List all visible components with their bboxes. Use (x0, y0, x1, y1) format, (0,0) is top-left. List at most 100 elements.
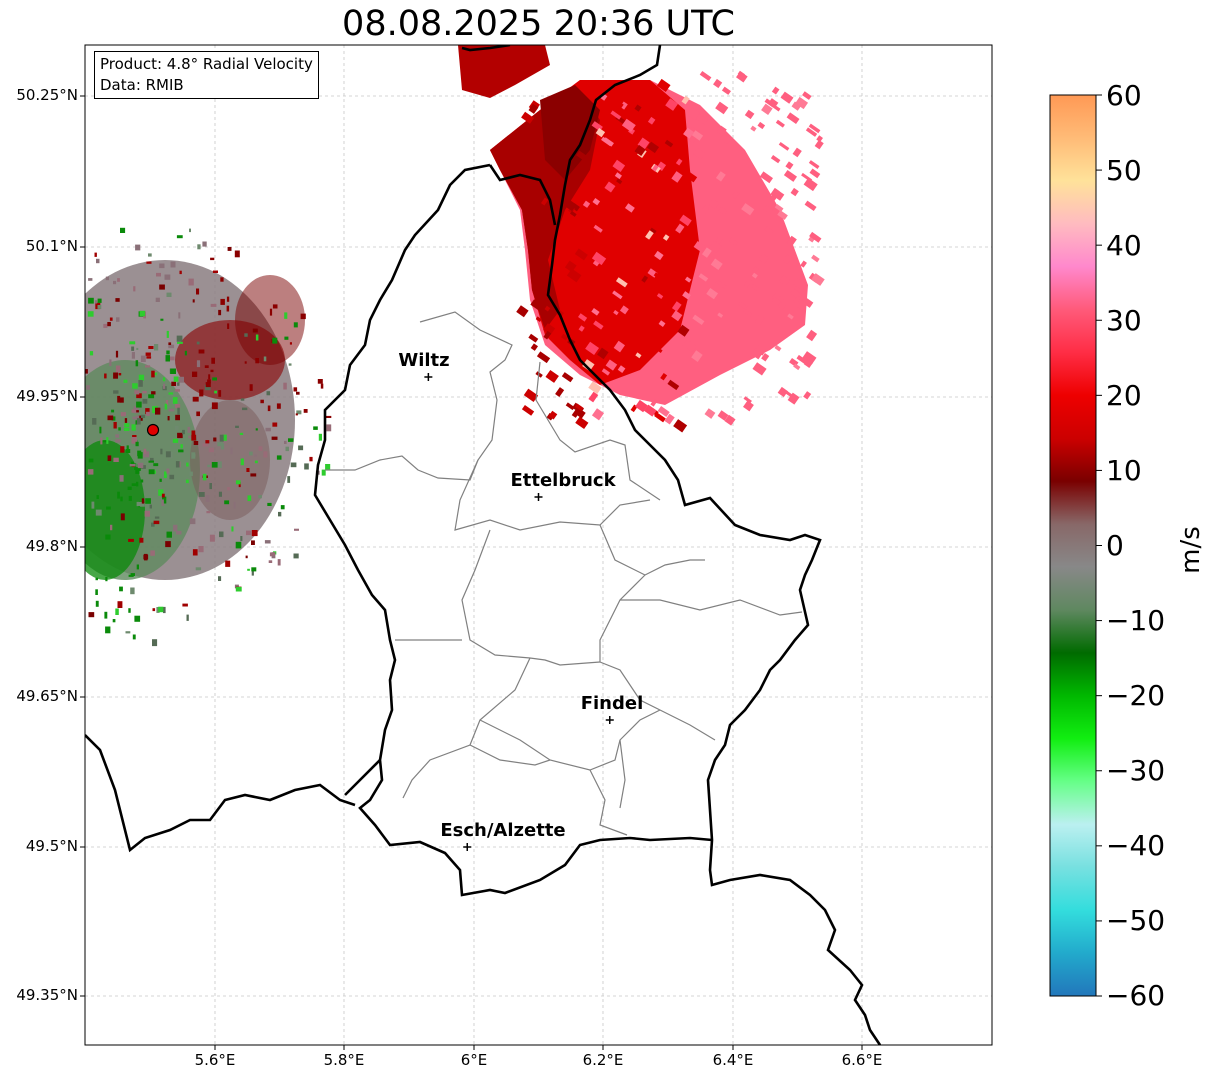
radar-pixel (119, 397, 124, 403)
product-label: Product: 4.8° Radial Velocity (100, 55, 313, 73)
radar-pixel (775, 119, 785, 128)
radar-pixel (613, 340, 625, 353)
radar-pixel (785, 161, 794, 170)
colorbar-tick-label: −50 (1106, 904, 1166, 937)
radar-pixel (127, 486, 132, 490)
radar-pixel (325, 415, 332, 418)
radar-pixel (88, 278, 93, 281)
radar-pixel (272, 337, 278, 344)
radar-pixel (317, 379, 323, 384)
radar-pixel (113, 457, 119, 462)
radar-pixel (213, 437, 217, 442)
radar-pixel (105, 577, 108, 582)
radar-pixel (197, 244, 201, 250)
radar-pixel (86, 385, 90, 390)
radar-pixel (137, 450, 142, 457)
radar-pixel (145, 352, 151, 356)
radar-pixel (235, 541, 242, 549)
radar-pixel (124, 423, 130, 428)
radar-pixel (175, 404, 181, 409)
colorbar-tick-label: −40 (1106, 829, 1166, 862)
radar-pixel (682, 291, 691, 300)
radar-pixel (715, 171, 726, 182)
radar-pixel (284, 440, 287, 444)
radar-pixel (663, 306, 673, 316)
radar-pixel (575, 403, 584, 411)
radar-pixel (616, 178, 623, 185)
radar-pixel (222, 434, 227, 441)
radar-pixel (107, 322, 111, 327)
radar-pixel (800, 296, 814, 308)
radar-pixel (612, 98, 624, 109)
radar-pixel (731, 190, 740, 199)
radar-pixel (113, 372, 118, 379)
radar-pixel (792, 277, 807, 291)
radar-pixel (605, 359, 618, 371)
radar-pixel (131, 437, 137, 444)
radar-pixel (752, 266, 759, 273)
radar-pixel (650, 398, 658, 407)
radar-pixel (246, 530, 252, 536)
radar-pixel (143, 451, 150, 458)
colorbar-tick-label: 50 (1106, 154, 1142, 187)
radar-pixel (151, 370, 155, 378)
radar-pixel (99, 426, 102, 434)
radar-pixel (320, 383, 324, 389)
radar-pixel (774, 203, 784, 212)
radar-pixel (165, 400, 169, 406)
radar-pixel (706, 288, 719, 300)
radar-pixel (132, 383, 138, 389)
radar-pixel (621, 118, 636, 132)
radar-pixel (202, 473, 207, 481)
radar-pixel (751, 272, 758, 279)
radar-pixel (198, 492, 205, 497)
radar-pixel (139, 310, 146, 317)
radar-pixel (145, 498, 151, 504)
radar-pixel (278, 511, 282, 517)
radar-pixel (191, 452, 196, 459)
radar-pixel (137, 462, 144, 469)
radar-pixel (717, 410, 729, 421)
radar-pixel (135, 441, 139, 447)
radar-pixel (691, 130, 704, 141)
lat-tick-label: 49.65°N (16, 687, 78, 705)
radar-pixel (250, 473, 257, 477)
radar-pixel (686, 107, 700, 121)
radar-pixel (136, 401, 142, 408)
radar-pixel (811, 273, 825, 286)
radar-pixel (165, 541, 171, 548)
radar-pixel (192, 396, 199, 402)
radar-pixel (211, 402, 218, 410)
radar-pixel (284, 312, 288, 319)
radar-pixel (158, 606, 164, 613)
radar-pixel (643, 404, 657, 417)
city-marker (424, 373, 433, 381)
radar-pixel (140, 479, 144, 483)
radar-pixel (118, 373, 122, 376)
radar-pixel (186, 462, 189, 467)
radar-pixel (561, 372, 574, 383)
radar-pixel (574, 248, 588, 261)
radar-pixel (132, 435, 137, 437)
radar-pixel (814, 139, 824, 150)
radar-pixel (724, 414, 736, 426)
radar-pixel (95, 600, 99, 607)
lon-tick-label: 5.8°E (323, 1051, 365, 1069)
radar-pixel (178, 438, 181, 445)
radar-pixel (744, 109, 755, 120)
city-label-ettelbruck: Ettelbruck (510, 470, 616, 491)
radar-pixel (675, 158, 683, 166)
radar-pixel (226, 296, 230, 302)
radar-pixel (626, 163, 636, 173)
radar-pixel (123, 379, 128, 383)
lon-tick-label: 6°E (460, 1051, 488, 1069)
radar-pixel (196, 411, 200, 417)
radar-pixel (530, 219, 539, 227)
radar-pixel (610, 110, 622, 120)
radar-pixel (759, 171, 773, 184)
radar-pixel (109, 317, 113, 321)
radar-pixel (151, 522, 155, 527)
radar-pixel (626, 247, 637, 258)
radar-pixel (146, 261, 152, 264)
radar-pixel (117, 395, 121, 403)
